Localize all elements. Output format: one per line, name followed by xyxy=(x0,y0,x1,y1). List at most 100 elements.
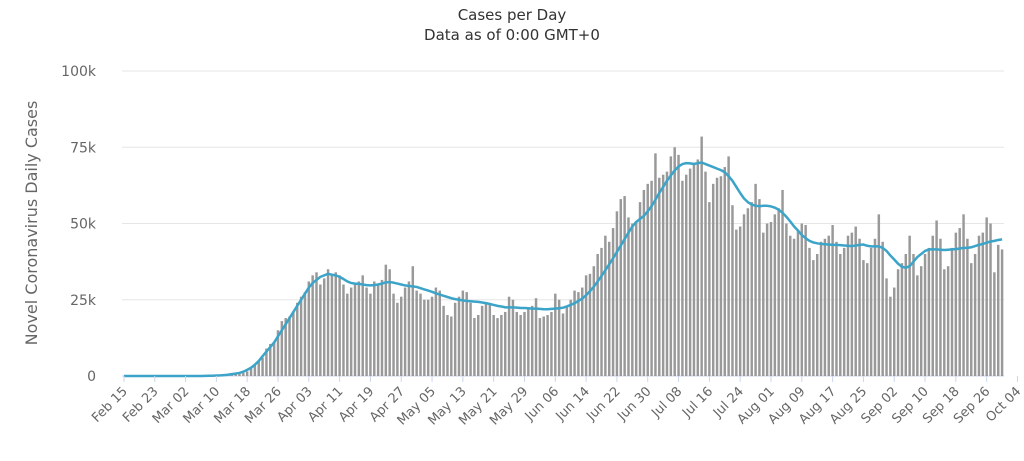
daily-case-bar xyxy=(762,232,765,376)
daily-case-bar xyxy=(746,208,750,376)
daily-case-bar xyxy=(461,290,465,376)
daily-case-bar xyxy=(919,266,923,376)
daily-case-bar xyxy=(492,315,495,376)
daily-case-bar xyxy=(958,228,961,376)
daily-case-bar xyxy=(854,226,857,376)
daily-case-bar xyxy=(450,316,453,376)
daily-case-bar xyxy=(465,292,468,376)
daily-case-bar xyxy=(916,275,919,376)
daily-case-bar xyxy=(654,153,657,376)
x-tick-label: Jun 30 xyxy=(614,384,654,424)
daily-case-bar xyxy=(896,269,900,376)
daily-case-bar xyxy=(503,311,507,376)
daily-case-bar xyxy=(380,279,384,376)
daily-case-bar xyxy=(315,272,318,376)
daily-case-bar xyxy=(596,254,599,376)
daily-case-bar xyxy=(804,225,807,376)
daily-case-bar xyxy=(349,287,353,376)
daily-case-bar xyxy=(253,365,257,376)
daily-case-bar xyxy=(970,263,973,376)
daily-case-bar xyxy=(249,368,253,376)
daily-case-bar xyxy=(430,296,434,376)
daily-case-bar xyxy=(623,196,626,376)
daily-case-bar xyxy=(850,232,854,376)
daily-case-bar xyxy=(904,254,908,376)
daily-case-bar xyxy=(307,281,311,376)
daily-case-bar xyxy=(846,235,850,376)
daily-case-bar xyxy=(415,290,418,376)
daily-case-bar xyxy=(931,235,934,376)
daily-case-bar xyxy=(923,254,927,376)
daily-case-bar xyxy=(511,299,515,376)
daily-case-bar xyxy=(361,275,364,376)
daily-case-bar xyxy=(554,293,557,376)
daily-case-bar xyxy=(488,304,492,376)
daily-case-bar xyxy=(927,247,931,376)
daily-case-bar xyxy=(681,180,684,376)
daily-case-bar xyxy=(727,156,730,376)
daily-case-bar xyxy=(1000,249,1004,376)
daily-case-bar xyxy=(696,159,700,376)
daily-case-bar xyxy=(769,221,773,376)
chart-title: Cases per Day xyxy=(457,6,567,24)
daily-case-bar xyxy=(646,183,649,376)
daily-case-bar xyxy=(604,235,607,376)
daily-case-bar xyxy=(839,254,842,376)
daily-case-bar xyxy=(943,269,946,376)
daily-case-bar xyxy=(715,177,719,376)
daily-case-bar xyxy=(242,372,245,376)
x-tick-label: Jul 16 xyxy=(679,384,716,421)
daily-case-bar xyxy=(319,284,322,376)
daily-case-bar xyxy=(311,275,314,376)
daily-case-bar xyxy=(889,296,892,376)
daily-case-bar xyxy=(611,228,615,376)
daily-case-bar xyxy=(711,183,715,376)
daily-case-bar xyxy=(346,293,349,376)
daily-case-bar xyxy=(962,214,965,376)
daily-case-bar xyxy=(819,241,823,376)
y-tick-label: 50k xyxy=(70,217,97,233)
daily-case-bar xyxy=(496,318,499,376)
daily-case-bar xyxy=(265,348,268,376)
x-tick-label: Jun 06 xyxy=(522,384,562,424)
daily-case-bar xyxy=(326,269,330,376)
daily-case-bar xyxy=(592,266,596,376)
daily-case-bar xyxy=(426,299,430,376)
daily-case-bar xyxy=(985,217,988,376)
daily-case-bar xyxy=(546,315,549,376)
daily-case-bar xyxy=(234,374,237,376)
daily-case-bar xyxy=(584,275,588,376)
daily-case-bar xyxy=(862,260,865,376)
daily-case-bar xyxy=(276,330,280,376)
daily-case-bar xyxy=(469,302,472,376)
daily-case-bar xyxy=(396,302,399,376)
daily-case-bar xyxy=(411,266,415,376)
daily-case-bar xyxy=(296,302,299,376)
daily-case-bar xyxy=(731,205,734,376)
daily-case-bar xyxy=(946,266,950,376)
daily-case-bar xyxy=(407,281,411,376)
daily-case-bar xyxy=(392,293,395,376)
daily-case-bar xyxy=(403,287,407,376)
daily-case-bar xyxy=(334,272,337,376)
daily-case-bar xyxy=(742,214,746,376)
daily-case-bar xyxy=(765,223,769,376)
daily-case-bar xyxy=(977,235,981,376)
daily-case-bar xyxy=(573,290,576,376)
daily-case-bar xyxy=(700,136,703,376)
daily-case-bar xyxy=(908,235,911,376)
chart-subtitle: Data as of 0:00 GMT+0 xyxy=(424,26,600,44)
daily-case-bar xyxy=(650,180,653,376)
moving-average-series xyxy=(123,161,1003,378)
x-tick-label: Jun 14 xyxy=(553,384,593,424)
daily-case-bar xyxy=(661,174,665,376)
daily-case-bar xyxy=(685,174,688,376)
daily-case-bar xyxy=(527,308,530,376)
daily-case-bar xyxy=(796,229,800,376)
daily-case-bar xyxy=(619,199,623,376)
daily-case-bar xyxy=(758,199,761,376)
daily-case-bar xyxy=(704,171,707,376)
daily-case-bar xyxy=(835,241,838,376)
